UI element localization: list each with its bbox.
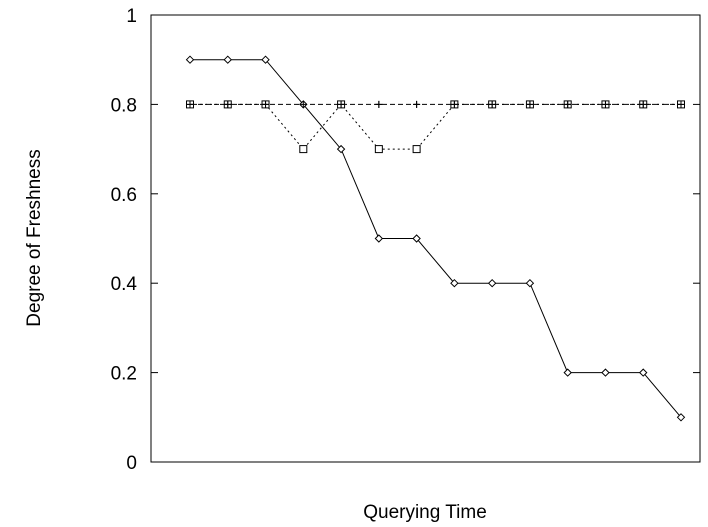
data-point [262, 100, 270, 108]
y-axis-ticks: 0 0.2 0.4 0.6 0.8 1 [111, 6, 700, 474]
data-point [450, 278, 459, 288]
data-point [412, 145, 421, 154]
data-point [488, 100, 496, 108]
data-point [299, 145, 308, 154]
data-point [224, 100, 232, 108]
data-point [526, 100, 534, 108]
data-point [299, 100, 307, 108]
data-point [374, 145, 383, 154]
data-point [676, 413, 686, 422]
y-axis-label: Degree of Freshness [24, 149, 45, 326]
data-point [487, 278, 497, 288]
data-point [563, 368, 572, 377]
data-point [223, 55, 232, 64]
data-point [336, 144, 346, 154]
plot-area-frame [150, 14, 701, 463]
data-point [525, 278, 535, 288]
series-1 [185, 55, 686, 422]
data-point [601, 368, 610, 377]
data-point [450, 100, 458, 108]
y-tick-label: 0.8 [111, 95, 137, 116]
series-line [190, 59, 682, 418]
data-point [337, 100, 345, 108]
y-tick-label: 0.4 [111, 274, 138, 295]
data-point [413, 100, 421, 108]
data-point [677, 100, 685, 108]
series-line [190, 103, 681, 150]
data-point [639, 368, 648, 377]
data-point [374, 234, 384, 243]
data-point [564, 100, 572, 108]
data-point [639, 100, 647, 108]
y-tick-label: 0 [126, 453, 137, 474]
y-tick-label: 0.2 [111, 364, 137, 385]
series-3 [186, 100, 685, 154]
x-axis-label: Querying Time [363, 502, 487, 523]
data-point [412, 234, 421, 243]
data-point [186, 100, 194, 108]
data-point [601, 100, 609, 108]
data-point [185, 55, 195, 64]
series-layer [185, 55, 686, 422]
series-2-overlay [186, 100, 685, 108]
data-point [261, 55, 270, 64]
data-point [375, 100, 383, 108]
y-tick-label: 0.6 [111, 185, 137, 206]
y-tick-label: 1 [126, 6, 137, 27]
